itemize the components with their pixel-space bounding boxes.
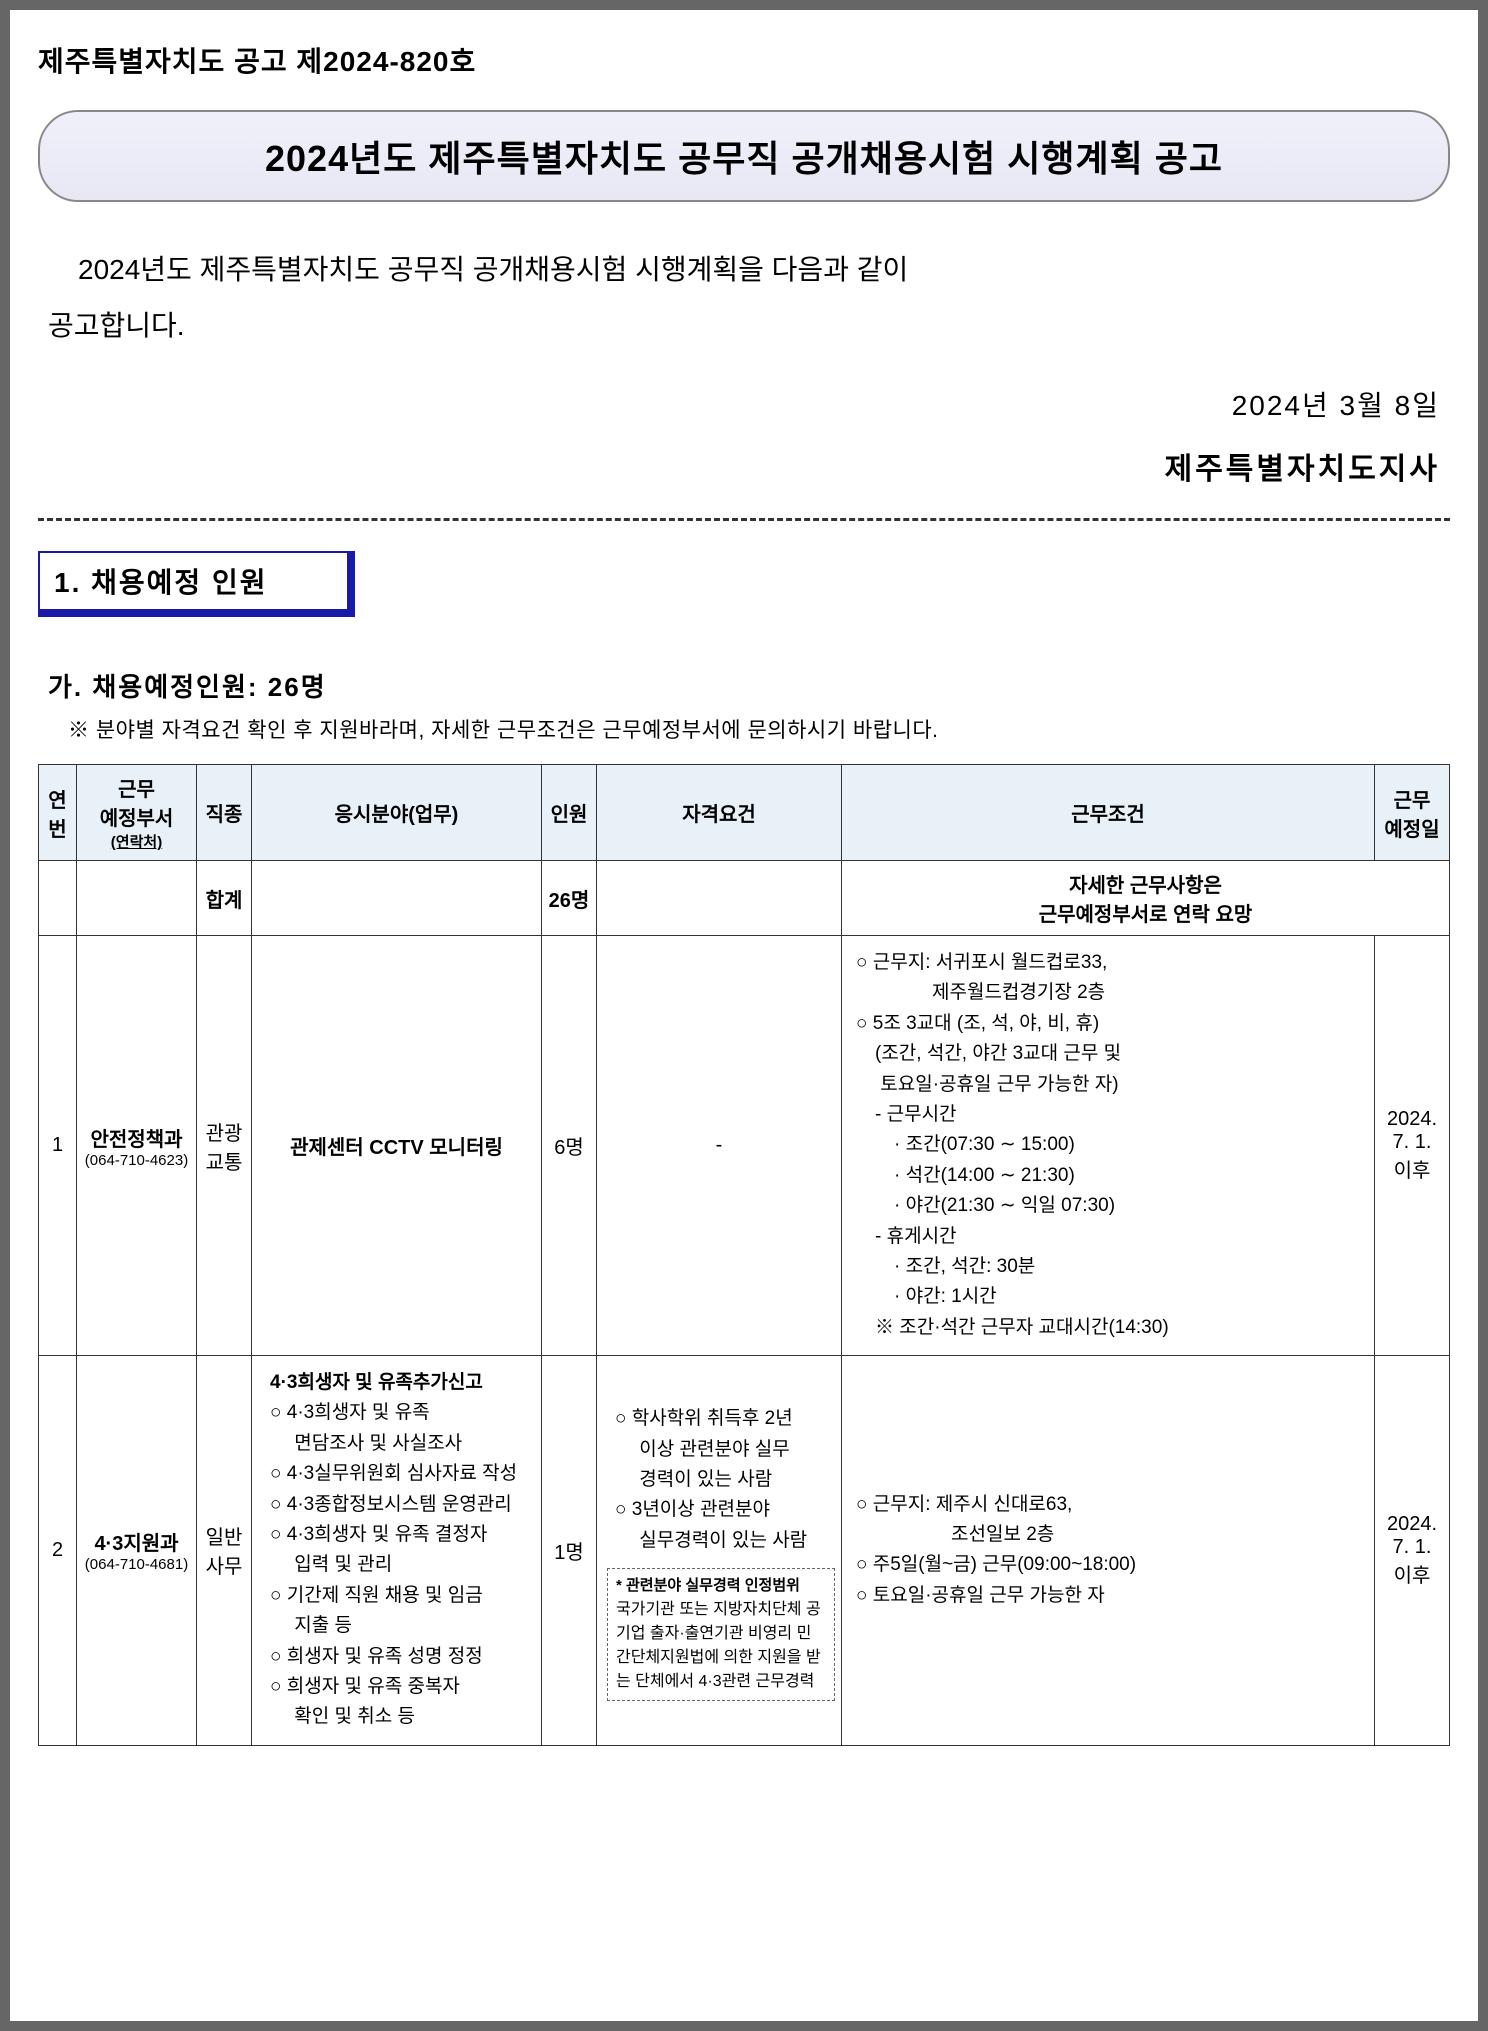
row2-cond: ○ 근무지: 제주시 신대로63, 조선일보 2층○ 주5일(월~금) 근무(0… [842, 1356, 1375, 1746]
row1-dept-name: 안전정책과 [83, 1123, 190, 1152]
section-1-header: 1. 채용예정 인원 [38, 551, 355, 617]
row2-dept: 4·3지원과 (064-710-4681) [77, 1356, 197, 1746]
row2-field-list: 4·3희생자 및 유족추가신고 ○ 4·3희생자 및 유족 면담조사 및 사실조… [262, 1364, 535, 1737]
intro-line-2: 공고합니다. [48, 298, 1440, 354]
row1-no: 1 [39, 936, 77, 1356]
table-row: 2 4·3지원과 (064-710-4681) 일반 사무 4·3희생자 및 유… [39, 1356, 1450, 1746]
row1-dept-phone: (064-710-4623) [83, 1152, 190, 1169]
document-number: 제주특별자치도 공고 제2024-820호 [38, 40, 1450, 80]
row2-field-items: ○ 4·3희생자 및 유족 면담조사 및 사실조사○ 4·3실무위원회 심사자료… [270, 1398, 527, 1732]
table-header-row: 연번 근무 예정부서 (연락처) 직종 응시분야(업무) 인원 자격요건 근무조… [39, 765, 1450, 861]
row2-field: 4·3희생자 및 유족추가신고 ○ 4·3희생자 및 유족 면담조사 및 사실조… [252, 1356, 542, 1746]
row2-cond-list: ○ 근무지: 제주시 신대로63, 조선일보 2층○ 주5일(월~금) 근무(0… [848, 1486, 1368, 1616]
total-empty4 [597, 861, 842, 936]
total-empty1 [39, 861, 77, 936]
total-empty3 [252, 861, 542, 936]
row2-start: 2024. 7. 1. 이후 [1375, 1356, 1450, 1746]
row2-req: ○ 학사학위 취득후 2년 이상 관련분야 실무 경력이 있는 사람○ 3년이상… [597, 1356, 842, 1746]
th-dept: 근무 예정부서 (연락처) [77, 765, 197, 861]
row1-cond: ○ 근무지: 서귀포시 월드컵로33, 제주월드컵경기장 2층○ 5조 3교대 … [842, 936, 1375, 1356]
main-title: 2024년도 제주특별자치도 공무직 공개채용시험 시행계획 공고 [60, 130, 1428, 182]
row2-field-title: 4·3희생자 및 유족추가신고 [270, 1368, 527, 1398]
table-row: 1 안전정책과 (064-710-4623) 관광 교통 관제센터 CCTV 모… [39, 936, 1450, 1356]
row2-jobtype: 일반 사무 [197, 1356, 252, 1746]
row2-dept-phone: (064-710-4681) [83, 1556, 190, 1573]
qualification-scope-box: * 관련분야 실무경력 인정범위 국가기관 또는 지방자치단체 공기업 출자·출… [607, 1568, 835, 1701]
row1-req: - [597, 936, 842, 1356]
intro-paragraph: 2024년도 제주특별자치도 공무직 공개채용시험 시행계획을 다음과 같이 공… [38, 242, 1450, 354]
sub-heading-a: 가. 채용예정인원: 26명 [48, 667, 1450, 704]
recruitment-table: 연번 근무 예정부서 (연락처) 직종 응시분야(업무) 인원 자격요건 근무조… [38, 764, 1450, 1746]
main-title-box: 2024년도 제주특별자치도 공무직 공개채용시험 시행계획 공고 [38, 110, 1450, 202]
th-count: 인원 [542, 765, 597, 861]
row1-jobtype: 관광 교통 [197, 936, 252, 1356]
th-jobtype: 직종 [197, 765, 252, 861]
row2-count: 1명 [542, 1356, 597, 1746]
qualification-note: ※ 분야별 자격요건 확인 후 지원바라며, 자세한 근무조건은 근무예정부서에… [68, 714, 1450, 744]
th-start: 근무 예정일 [1375, 765, 1450, 861]
qual-box-body: 국가기관 또는 지방자치단체 공기업 출자·출연기관 비영리 민간단체지원법에 … [616, 1598, 826, 1694]
th-no: 연번 [39, 765, 77, 861]
row1-field: 관제센터 CCTV 모니터링 [252, 936, 542, 1356]
th-field: 응시분야(업무) [252, 765, 542, 861]
row1-cond-list: ○ 근무지: 서귀포시 월드컵로33, 제주월드컵경기장 2층○ 5조 3교대 … [848, 944, 1368, 1347]
row1-start: 2024. 7. 1. 이후 [1375, 936, 1450, 1356]
row1-count: 6명 [542, 936, 597, 1356]
qual-box-title: * 관련분야 실무경력 인정범위 [616, 1575, 826, 1598]
th-dept-label: 근무 예정부서 [83, 773, 190, 831]
total-note: 자세한 근무사항은 근무예정부서로 연락 요망 [842, 861, 1450, 936]
divider-line [38, 518, 1450, 521]
document-date: 2024년 3월 8일 [48, 384, 1440, 424]
row2-no: 2 [39, 1356, 77, 1746]
total-count: 26명 [542, 861, 597, 936]
th-cond: 근무조건 [842, 765, 1375, 861]
document-page: 제주특별자치도 공고 제2024-820호 2024년도 제주특별자치도 공무직… [10, 10, 1478, 2021]
row1-dept: 안전정책과 (064-710-4623) [77, 936, 197, 1356]
row2-req-list: ○ 학사학위 취득후 2년 이상 관련분야 실무 경력이 있는 사람○ 3년이상… [607, 1400, 835, 1560]
total-empty2 [77, 861, 197, 936]
total-label: 합계 [197, 861, 252, 936]
governor-signature: 제주특별자치도지사 [48, 444, 1440, 488]
row2-dept-name: 4·3지원과 [83, 1527, 190, 1556]
th-dept-sub: (연락처) [83, 831, 190, 852]
intro-text-1: 2024년도 제주특별자치도 공무직 공개채용시험 시행계획을 다음과 같이 [48, 242, 908, 298]
intro-line-1: 2024년도 제주특별자치도 공무직 공개채용시험 시행계획을 다음과 같이 [48, 242, 1440, 298]
table-total-row: 합계 26명 자세한 근무사항은 근무예정부서로 연락 요망 [39, 861, 1450, 936]
th-req: 자격요건 [597, 765, 842, 861]
